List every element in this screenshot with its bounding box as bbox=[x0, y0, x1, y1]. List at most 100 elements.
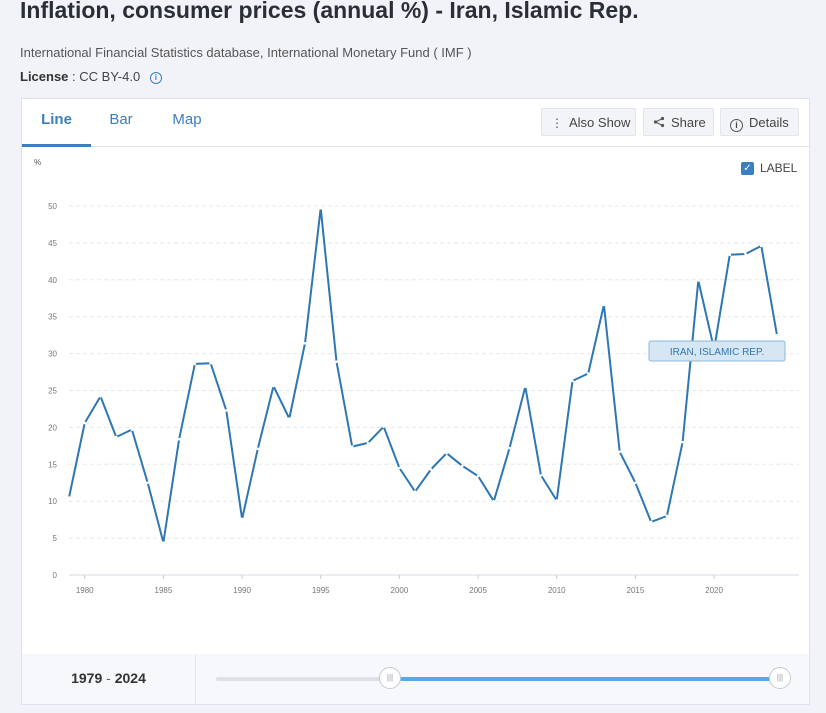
line-chart: % 0 5 10 15 20 25 30 35 40 45 50 1980 1985 1990 1995 200… bbox=[34, 158, 799, 595]
data-point bbox=[240, 517, 244, 521]
data-point bbox=[665, 514, 669, 518]
range-slider-fill bbox=[390, 677, 780, 681]
label-checkbox[interactable]: ✓ bbox=[741, 161, 754, 175]
data-point bbox=[256, 447, 260, 451]
source-text: International Financial Statistics datab… bbox=[20, 45, 472, 60]
label-toggle[interactable]: ✓ LABEL bbox=[741, 161, 797, 175]
y-tick-label: 40 bbox=[48, 276, 57, 285]
data-point bbox=[83, 421, 87, 425]
data-point bbox=[492, 499, 496, 503]
tab-bar-chart[interactable]: Bar bbox=[109, 111, 133, 128]
x-tick-label: 1995 bbox=[312, 586, 330, 595]
info-circle-icon: i bbox=[730, 119, 743, 132]
data-point bbox=[697, 279, 700, 282]
data-point bbox=[67, 496, 71, 499]
data-point bbox=[225, 409, 228, 412]
data-point bbox=[319, 206, 323, 210]
data-point bbox=[476, 474, 480, 478]
tab-map[interactable]: Map bbox=[172, 111, 202, 128]
share-icon bbox=[653, 109, 665, 137]
data-point bbox=[130, 428, 134, 431]
license-label: License bbox=[20, 69, 69, 84]
data-point bbox=[775, 333, 779, 337]
series-line bbox=[68, 207, 778, 544]
data-point bbox=[728, 253, 732, 257]
share-button[interactable]: Share bbox=[643, 108, 714, 136]
data-point bbox=[382, 425, 385, 428]
data-point bbox=[508, 446, 511, 450]
data-point bbox=[461, 464, 464, 468]
data-point bbox=[272, 384, 275, 388]
data-point bbox=[555, 499, 559, 502]
info-icon[interactable]: i bbox=[149, 72, 162, 84]
range-slider-end-handle[interactable]: ||| bbox=[769, 667, 791, 689]
data-point bbox=[209, 361, 212, 365]
page-title: Inflation, consumer prices (annual %) - … bbox=[20, 0, 639, 23]
data-point bbox=[146, 481, 149, 485]
y-tick-label: 20 bbox=[48, 423, 57, 432]
y-tick-label: 30 bbox=[48, 350, 57, 359]
data-point bbox=[759, 244, 763, 248]
range-label: 1979 - 2024 bbox=[22, 654, 196, 704]
data-point bbox=[114, 435, 118, 439]
data-point bbox=[445, 451, 448, 455]
y-tick-label: 25 bbox=[48, 387, 57, 396]
range-separator: - bbox=[102, 670, 115, 686]
tab-bar: Line Bar Map ⋮ Also Show Share i Details bbox=[22, 99, 809, 147]
data-point bbox=[303, 341, 307, 345]
time-range-bar: 1979 - 2024 ||| ||| bbox=[21, 654, 810, 705]
x-tick-label: 2005 bbox=[469, 586, 487, 595]
data-point bbox=[634, 481, 637, 485]
chart-card: Line Bar Map ⋮ Also Show Share i Details ✓… bbox=[21, 98, 810, 656]
data-point bbox=[413, 490, 417, 493]
more-vertical-icon: ⋮ bbox=[551, 116, 563, 130]
share-label: Share bbox=[671, 115, 706, 130]
tab-line[interactable]: Line bbox=[22, 99, 91, 147]
x-tick-label: 1985 bbox=[155, 586, 173, 595]
data-point bbox=[193, 362, 197, 366]
data-point bbox=[618, 450, 621, 454]
y-axis-label: % bbox=[34, 158, 41, 167]
data-point bbox=[335, 360, 338, 364]
data-point bbox=[744, 252, 747, 256]
data-point bbox=[681, 440, 684, 444]
data-point bbox=[99, 395, 102, 398]
x-tick-label: 2000 bbox=[391, 586, 409, 595]
y-tick-label: 35 bbox=[48, 313, 57, 322]
details-button[interactable]: i Details bbox=[720, 108, 799, 136]
also-show-button[interactable]: ⋮ Also Show bbox=[541, 108, 636, 136]
data-point bbox=[366, 441, 370, 445]
y-tick-label: 0 bbox=[53, 571, 58, 580]
data-point bbox=[602, 303, 606, 307]
data-point bbox=[571, 379, 574, 383]
data-point bbox=[539, 474, 543, 477]
also-show-label: Also Show bbox=[569, 115, 631, 130]
y-tick-label: 10 bbox=[48, 497, 57, 506]
license-value: : CC BY-4.0 bbox=[72, 69, 141, 84]
y-tick-label: 5 bbox=[53, 534, 58, 543]
series-label-box bbox=[648, 340, 786, 362]
y-tick-label: 45 bbox=[48, 239, 57, 248]
series-label: IRAN, ISLAMIC REP. bbox=[670, 347, 764, 358]
data-point bbox=[398, 466, 401, 470]
x-tick-label: 2020 bbox=[705, 586, 723, 595]
y-tick-label: 50 bbox=[48, 202, 57, 211]
details-label: Details bbox=[749, 115, 789, 130]
license-line: License : CC BY-4.0 i bbox=[20, 69, 162, 84]
data-point bbox=[586, 372, 590, 375]
range-slider-track[interactable]: ||| ||| bbox=[216, 667, 791, 689]
range-end: 2024 bbox=[114, 670, 146, 686]
range-slider-start-handle[interactable]: ||| bbox=[379, 667, 401, 689]
x-tick-label: 1980 bbox=[76, 586, 94, 595]
x-tick-label: 2015 bbox=[627, 586, 645, 595]
y-tick-label: 15 bbox=[48, 460, 57, 469]
data-point bbox=[649, 520, 653, 524]
data-point bbox=[523, 385, 527, 389]
range-start: 1979 bbox=[71, 670, 103, 686]
x-tick-label: 1990 bbox=[233, 586, 251, 595]
data-point bbox=[177, 437, 181, 441]
data-point bbox=[429, 468, 433, 471]
data-point bbox=[350, 445, 354, 448]
data-point bbox=[162, 541, 165, 544]
label-toggle-text: LABEL bbox=[760, 161, 798, 175]
